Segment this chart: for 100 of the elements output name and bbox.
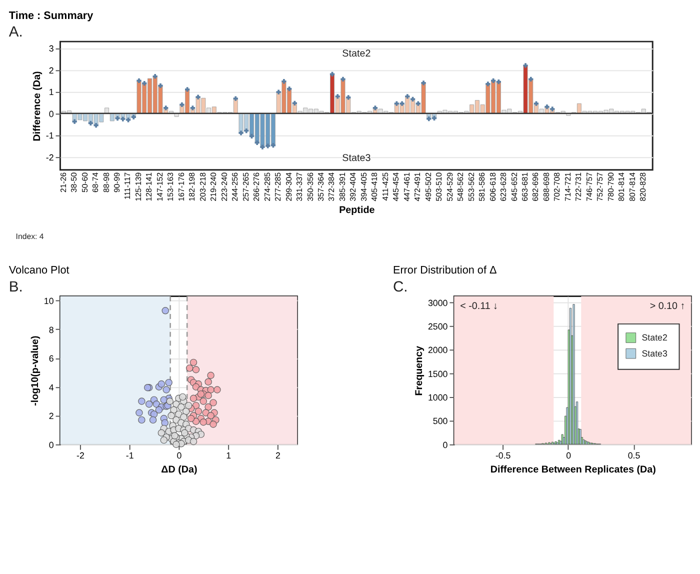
x-tick-label: 524-529 — [445, 172, 454, 202]
x-tick-label: 50-60 — [80, 172, 90, 193]
y-tick-label: 3000 — [428, 298, 448, 308]
x-tick-label: 503-510 — [434, 172, 444, 202]
y-tick-label: 10 — [44, 296, 54, 306]
text: A. — [8, 24, 23, 41]
y-tick-label: 2000 — [428, 345, 448, 356]
x-tick-label: -0.5 — [495, 450, 511, 461]
x-tick-label: 350-356 — [306, 172, 315, 202]
x-tick-label: 357-364 — [316, 172, 326, 202]
x-tick-label: 153-163 — [166, 172, 176, 202]
x-tick-label: 385-391 — [338, 172, 347, 202]
annotation: > 0.10 ↑ — [650, 301, 686, 312]
text: C. — [392, 279, 408, 296]
x-tick-label: 331-337 — [295, 172, 304, 202]
x-tick-label: 223-240 — [220, 172, 229, 202]
y-tick-label: 2 — [48, 65, 54, 76]
x-tick-label: 257-265 — [241, 172, 250, 202]
x-tick-label: 445-454 — [392, 172, 401, 202]
y-tick-label: 500 — [432, 416, 448, 426]
x-tick-label: 167-176 — [176, 172, 186, 202]
legend-label: State3 — [642, 348, 668, 359]
x-tick-label: 88-98 — [102, 172, 111, 193]
x-tick-label: 0 — [566, 450, 572, 461]
text: Index: 4 — [16, 232, 44, 242]
x-tick-label: 702-708 — [552, 172, 562, 202]
x-tick-label: 2 — [275, 450, 280, 461]
y-axis-title: Frequency — [414, 345, 426, 396]
x-tick-label: 0.5 — [628, 450, 640, 461]
x-tick-label: 447-461 — [402, 172, 412, 202]
x-tick-label: 663-681 — [520, 172, 530, 202]
x-tick-label: 21-26 — [58, 172, 68, 193]
x-axis-title: Difference Between Replicates (Da) — [490, 464, 656, 476]
y-axis-title: Difference (Da) — [32, 71, 43, 142]
x-tick-label: 38-50 — [70, 172, 79, 193]
x-tick-label: 266-276 — [252, 172, 262, 202]
x-tick-label: 581-586 — [478, 172, 487, 202]
y-tick-label: 1000 — [428, 392, 448, 403]
x-tick-label: 274-285 — [262, 172, 272, 202]
chart-title: Time : Summary — [8, 10, 94, 22]
x-tick-label: 68-74 — [91, 172, 100, 193]
x-tick-label: 682-696 — [531, 172, 540, 202]
y-tick-label: -1 — [46, 130, 54, 141]
x-tick-label: 722-731 — [574, 172, 584, 202]
x-tick-label: 472-491 — [413, 172, 422, 202]
x-tick-label: 411-425 — [380, 172, 390, 201]
y-tick-label: 2 — [48, 411, 54, 422]
x-tick-label: 495-502 — [424, 172, 433, 202]
x-tick-label: 820-828 — [638, 172, 648, 202]
y-tick-label: 8 — [48, 324, 54, 335]
x-tick-label: 752-757 — [596, 172, 605, 202]
x-tick-label: 111-117 — [123, 172, 132, 200]
y-tick-label: -2 — [46, 152, 54, 162]
x-tick-label: 125-139 — [134, 172, 143, 202]
x-tick-label: 780-790 — [606, 172, 616, 202]
x-tick-label: 219-240 — [209, 172, 218, 202]
x-tick-label: 807-814 — [628, 172, 637, 202]
x-tick-label: 299-304 — [284, 172, 294, 202]
chart-title: Volcano Plot — [8, 264, 70, 277]
chart-title: Error Distribution of Δ — [392, 264, 497, 277]
x-tick-label: 714-721 — [563, 172, 572, 202]
x-tick-label: 0 — [176, 450, 182, 461]
x-tick-label: 372-384 — [327, 172, 336, 202]
x-axis-title: ΔD (Da) — [161, 464, 198, 476]
x-axis-title: Peptide — [339, 205, 376, 216]
y-tick-label: 1 — [48, 87, 54, 98]
annotation: State3 — [342, 153, 372, 164]
y-tick-label: 1500 — [428, 368, 448, 379]
annotation: < -0.11 ↓ — [460, 301, 498, 312]
x-tick-label: 203-218 — [198, 172, 208, 202]
annotation: State2 — [342, 48, 371, 60]
x-tick-label: 801-814 — [617, 172, 626, 202]
x-tick-label: 688-698 — [542, 172, 551, 202]
y-axis-title: -log10(p-value) — [30, 336, 41, 406]
y-tick-label: 2500 — [428, 322, 448, 332]
legend-label: State2 — [642, 332, 668, 343]
text: B. — [8, 279, 23, 296]
x-tick-label: -1 — [126, 450, 134, 461]
x-tick-label: 182-198 — [188, 172, 197, 202]
x-tick-label: -2 — [76, 450, 84, 461]
x-tick-label: 392-404 — [348, 172, 358, 202]
y-tick-label: 0 — [48, 108, 54, 119]
y-tick-label: 0 — [48, 440, 54, 450]
x-tick-label: 606-618 — [488, 172, 498, 202]
x-tick-label: 553-562 — [466, 172, 476, 202]
x-tick-label: 244-256 — [230, 172, 240, 202]
y-tick-label: 0 — [442, 440, 448, 450]
x-tick-label: 128-141 — [144, 172, 154, 202]
x-tick-label: 405-418 — [370, 172, 380, 202]
x-tick-label: 90-99 — [112, 172, 122, 193]
x-tick-label: 746-757 — [584, 172, 594, 202]
x-tick-label: 623-628 — [499, 172, 508, 202]
x-tick-label: 277-285 — [274, 172, 283, 202]
y-tick-label: 6 — [48, 354, 54, 364]
x-tick-label: 1 — [226, 450, 232, 461]
x-tick-label: 147-152 — [155, 172, 164, 202]
y-tick-label: 3 — [48, 44, 54, 54]
x-tick-label: 645-652 — [510, 172, 519, 202]
x-tick-label: 394-405 — [359, 172, 368, 202]
y-tick-label: 4 — [48, 382, 54, 392]
